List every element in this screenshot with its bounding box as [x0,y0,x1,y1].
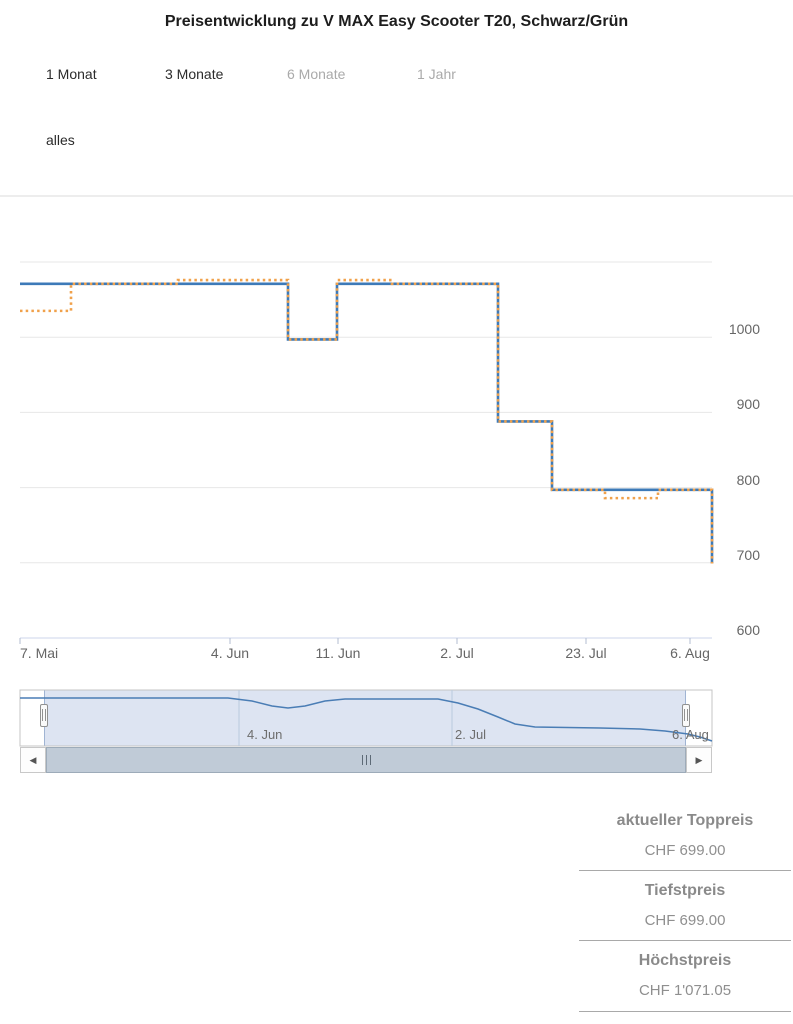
navigator-handle-right[interactable] [682,704,690,727]
price-value: CHF 699.00 [644,842,726,859]
scrollbar-left-button[interactable]: ◀ [20,747,46,773]
price-row-hoechstpreis: Höchstpreis CHF 1'071.05 [579,941,791,1012]
navigator-selected-range[interactable] [44,690,686,746]
price-value: CHF 699.00 [644,912,726,929]
y-axis-label: 700 [736,546,760,563]
price-value: CHF 1'071.05 [638,982,732,999]
chart-title: Preisentwicklung zu V MAX Easy Scooter T… [164,13,629,30]
price-label: Höchstpreis [638,952,732,969]
price-label: Tiefstpreis [644,882,726,899]
x-axis-label: 2. Jul [440,645,474,661]
handle-grip-icon [684,709,688,721]
left-arrow-icon: ◀ [29,754,37,765]
price-row-toppreis: aktueller Toppreis CHF 699.00 [579,801,791,871]
price-label: aktueller Toppreis [616,812,754,829]
x-axis-label: 11. Jun [315,645,361,661]
range-button-1-jahr: 1 Jahr [417,66,456,82]
price-row-tiefstpreis: Tiefstpreis CHF 699.00 [579,871,791,941]
x-axis-label: 6. Aug [670,645,710,661]
section-divider [0,195,793,197]
right-arrow-icon: ▶ [695,754,703,765]
range-button-1-monat[interactable]: 1 Monat [46,66,97,82]
x-axis-label: 7. Mai [20,645,59,661]
y-axis-label: 900 [736,396,760,413]
range-button-3-monate[interactable]: 3 Monate [165,66,224,82]
scrollbar-thumb[interactable] [46,747,686,773]
x-axis-label: 4. Jun [210,645,250,661]
y-axis-label: 600 [736,622,760,638]
scrollbar-right-button[interactable]: ▶ [686,747,712,773]
x-axis-label: 23. Jul [565,645,607,661]
handle-grip-icon [42,709,46,721]
scrollbar-grip-icon [365,755,367,765]
range-button-6-monate: 6 Monate [287,66,346,82]
navigator-handle-left[interactable] [40,704,48,727]
y-axis-label: 1000 [728,321,760,338]
range-button-alles[interactable]: alles [46,132,75,148]
y-axis-label: 800 [736,471,760,488]
